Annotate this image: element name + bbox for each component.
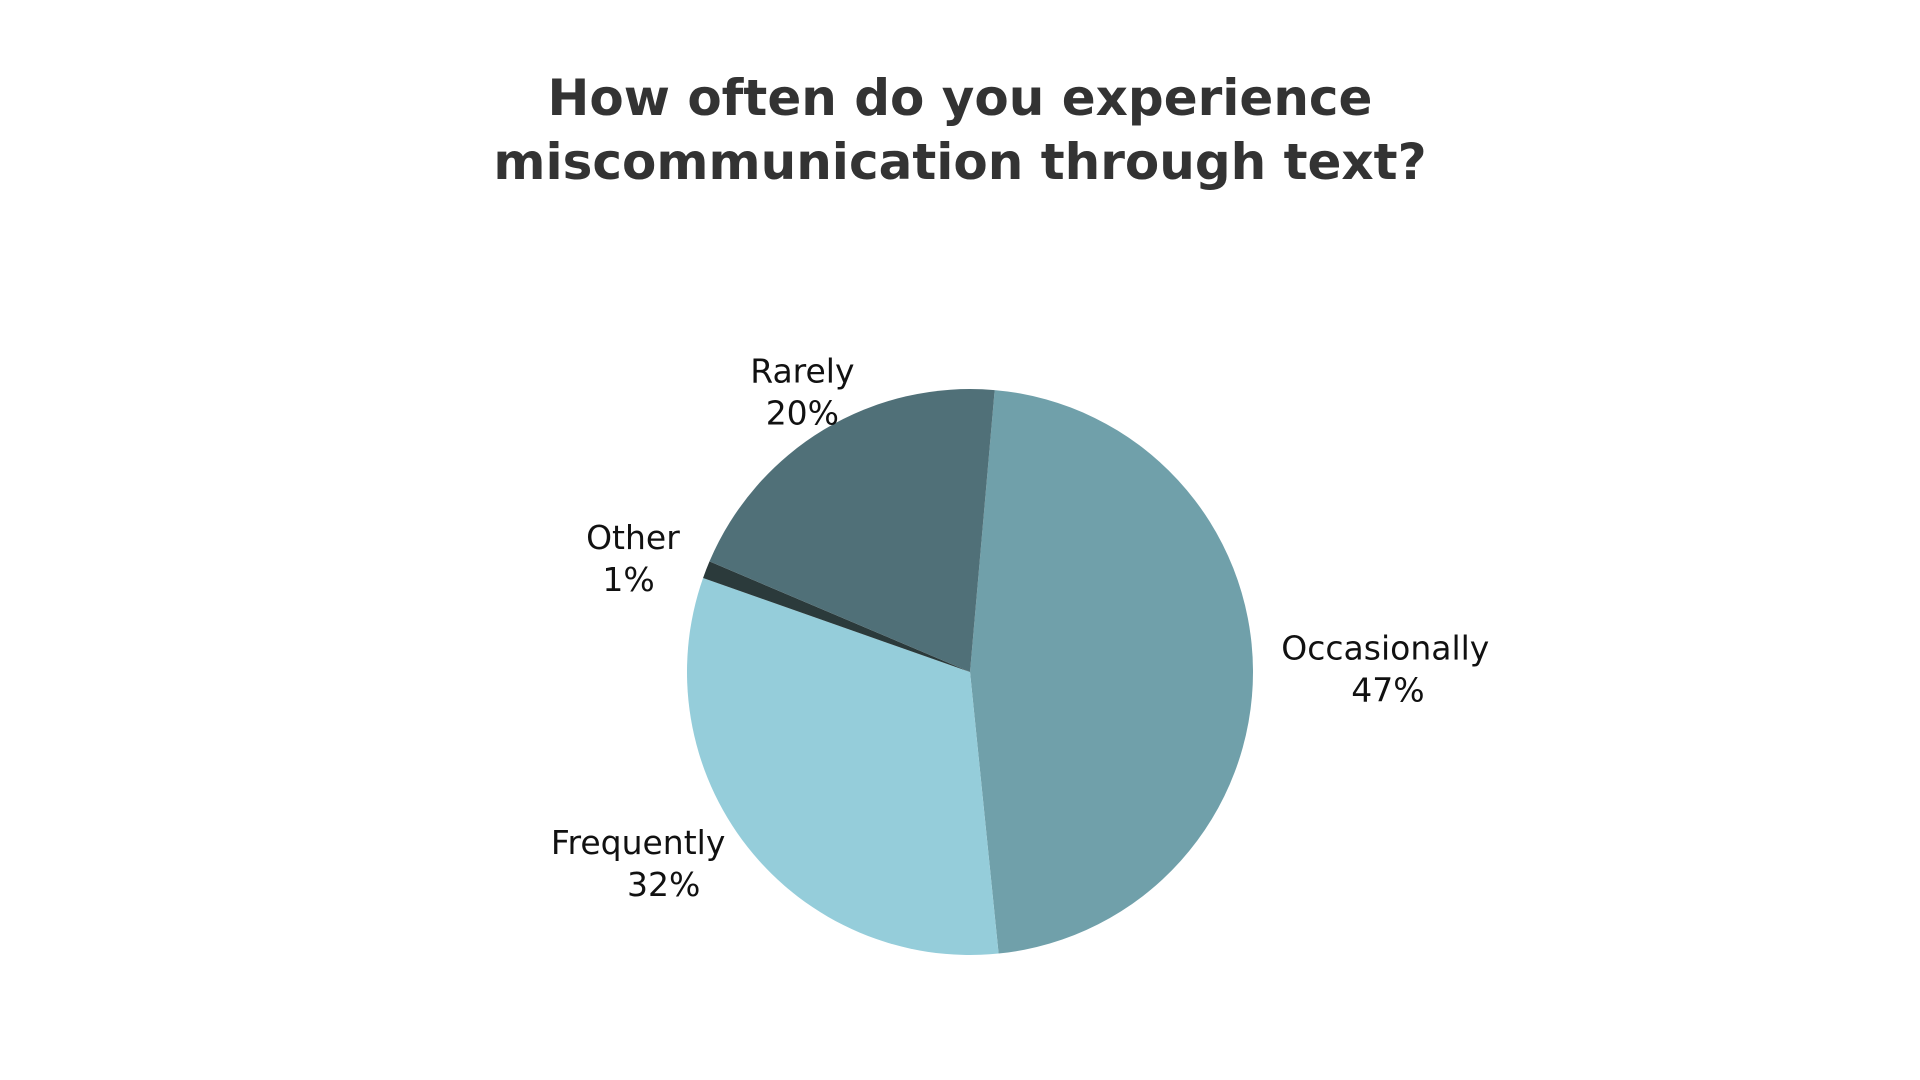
slice-value-label: 20% (766, 394, 839, 433)
slice-value-label: 1% (602, 560, 654, 599)
slice-label: Frequently (551, 823, 725, 862)
slice-value-label: 32% (627, 865, 700, 904)
pie-slice (709, 389, 995, 672)
slice-label: Occasionally (1281, 628, 1489, 667)
pie-slice (686, 577, 999, 955)
slice-value-label: 47% (1351, 670, 1424, 709)
chart-title: How often do you experience miscommunica… (493, 69, 1427, 191)
pie-slice (703, 561, 970, 672)
pie-slice (970, 390, 1254, 954)
slice-label: Other (586, 518, 680, 557)
slice-label: Rarely (750, 352, 854, 391)
